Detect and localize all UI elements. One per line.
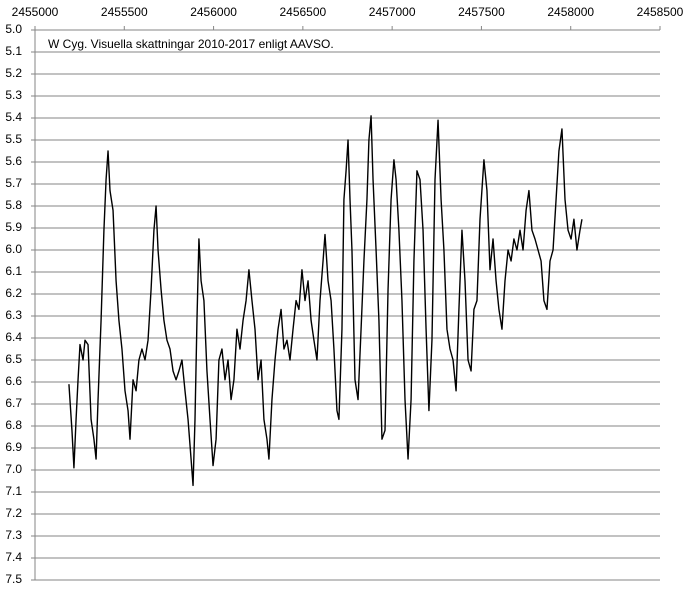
- y-tick-label: 7.0: [5, 462, 22, 476]
- y-tick-label: 6.0: [5, 242, 22, 256]
- y-tick-label: 5.8: [5, 198, 22, 212]
- y-tick-label: 7.2: [5, 506, 22, 520]
- y-tick-label: 6.4: [5, 330, 22, 344]
- y-tick-label: 5.1: [5, 44, 22, 58]
- y-tick-label: 5.6: [5, 154, 22, 168]
- y-tick-label: 5.2: [5, 66, 22, 80]
- y-tick-label: 7.1: [5, 484, 22, 498]
- y-tick-label: 5.7: [5, 176, 22, 190]
- y-tick-label: 6.9: [5, 440, 22, 454]
- y-tick-label: 6.8: [5, 418, 22, 432]
- y-tick-label: 6.3: [5, 308, 22, 322]
- x-tick-label: 2458500: [637, 5, 684, 19]
- y-tick-label: 6.5: [5, 352, 22, 366]
- y-tick-label: 6.1: [5, 264, 22, 278]
- y-tick-label: 5.4: [5, 110, 22, 124]
- y-tick-label: 7.3: [5, 528, 22, 542]
- y-tick-label: 5.3: [5, 88, 22, 102]
- y-tick-label: 7.4: [5, 550, 22, 564]
- data-line: [68, 115, 583, 487]
- y-tick-label: 5.9: [5, 220, 22, 234]
- x-tick-label: 2455500: [101, 5, 148, 19]
- x-tick-label: 2457000: [369, 5, 416, 19]
- x-tick-label: 2457500: [458, 5, 505, 19]
- y-tick-label: 6.7: [5, 396, 22, 410]
- y-tick-label: 5.0: [5, 22, 22, 36]
- x-tick-label: 2456000: [190, 5, 237, 19]
- x-tick-label: 2458000: [547, 5, 594, 19]
- x-tick-label: 2455000: [12, 5, 59, 19]
- x-tick-label: 2456500: [279, 5, 326, 19]
- chart-title: W Cyg. Visuella skattningar 2010-2017 en…: [48, 37, 334, 51]
- y-tick-label: 6.2: [5, 286, 22, 300]
- y-tick-label: 7.5: [5, 572, 22, 586]
- y-tick-label: 6.6: [5, 374, 22, 388]
- y-tick-label: 5.5: [5, 132, 22, 146]
